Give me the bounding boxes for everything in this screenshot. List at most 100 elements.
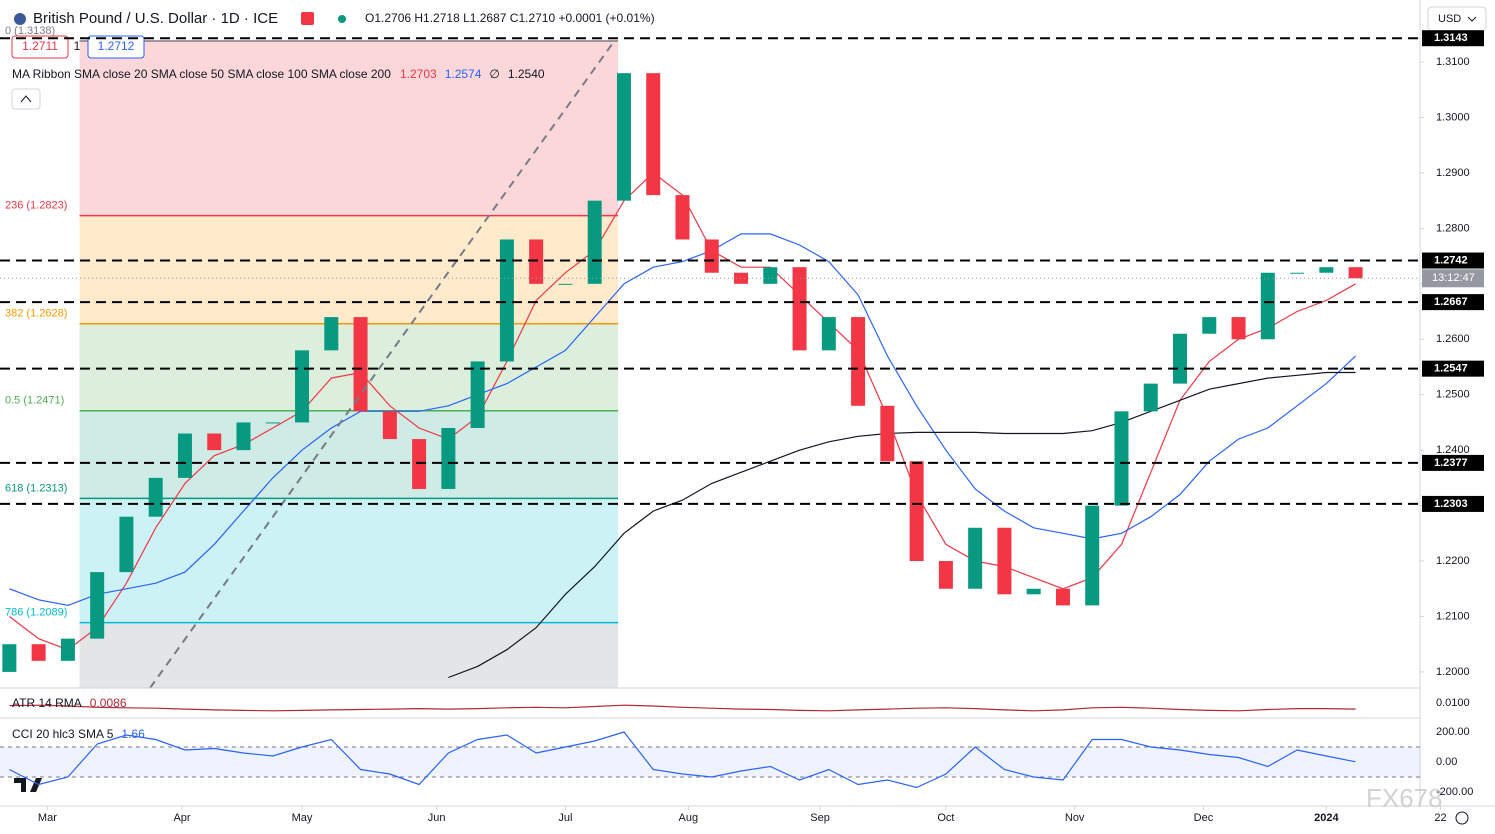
candle [1231,317,1246,340]
level-label: 1.2377 [1434,457,1468,469]
trend-line [149,39,616,689]
candle [909,461,924,562]
x-tick-label: Nov [1065,812,1085,824]
fib-zone [79,410,619,499]
candle [1055,588,1070,606]
atr-line [9,704,1356,712]
candle [616,73,631,201]
buy-box[interactable] [87,35,145,59]
cci-tick-label: 0.00 [1436,756,1457,768]
candle [148,477,163,517]
x-tick-label: Oct [937,812,954,824]
candle [1173,333,1188,384]
y-tick-label: 1.3100 [1436,56,1470,68]
y-tick-label: 1.2100 [1436,610,1470,622]
level-label: 1.3143 [1434,32,1468,44]
ohlc: O1.2706 H1.2718 L1.2687 C1.2710 +0.0001 … [365,11,655,25]
candle [646,73,661,196]
ma-value: 1.2540 [508,67,545,81]
candle [295,350,310,423]
level-label: 1.2547 [1434,363,1468,375]
y-tick-label: 1.2900 [1436,167,1470,179]
candle [675,195,690,240]
candle [441,427,456,489]
candle [880,405,895,462]
cci-tick-label: -200.00 [1436,786,1473,798]
ma-line [9,233,1357,607]
dropdown-icon [1467,16,1477,22]
x-tick-label: Jun [428,812,446,824]
x-tick-label: Jul [558,812,572,824]
x-tick-label: Aug [679,812,699,824]
cci-line [9,731,1356,789]
fib-zone [79,498,619,623]
level-tag [1422,495,1484,512]
candle [207,433,222,451]
x-tick-label: May [292,812,313,824]
tradingview-logo[interactable] [14,778,42,792]
collapse-button[interactable] [11,88,41,110]
atr-value: 0.0086 [90,696,127,710]
candle [1290,272,1305,274]
cci-band [0,747,1420,777]
candle [792,267,807,351]
candle [1085,505,1100,606]
atr-label: ATR 14 RMA [12,696,82,710]
candle [587,200,602,284]
candle [997,527,1012,595]
atr-tick-label: 0.0100 [1436,697,1470,709]
candle [763,267,778,284]
ma-value: 1.2703 [400,67,437,81]
ma-line [448,371,1356,679]
ma-line [9,172,1356,651]
candle [1319,267,1334,273]
fib-label: 0.5 (1.2471) [5,395,64,407]
candle [821,317,836,351]
settings-icon[interactable] [1455,811,1469,825]
x-tick-label: Dec [1194,812,1214,824]
candle [529,239,544,284]
candle [704,239,719,273]
symbol-title[interactable]: British Pound / U.S. Dollar · 1D · ICE [33,10,278,27]
candle [1143,383,1158,412]
fib-label: 382 (1.2628) [5,308,67,320]
candle [2,644,17,672]
candle [1026,588,1041,595]
currency: USD [1438,13,1461,25]
market-status [338,15,346,23]
level-label: 1.2303 [1434,498,1468,510]
sell-box[interactable] [11,35,69,59]
watermark: FX678 [1366,783,1443,813]
fib-zone [79,215,619,324]
candle [499,239,514,362]
fib-label: 618 (1.2313) [5,482,67,494]
countdown-tag [1422,269,1484,288]
fib-zone [79,622,619,688]
level-tag [1422,360,1484,377]
candle [382,411,397,440]
candle [177,433,192,478]
ma-value: 1.2574 [445,67,482,81]
countdown: 13:12:47 [1432,272,1475,284]
ma-ribbon-label: MA Ribbon SMA close 20 SMA close 50 SMA … [12,67,391,81]
candle [265,422,280,424]
fib-zone [79,40,619,216]
level-tag [1422,30,1484,47]
candle [1348,267,1363,279]
x-tick-label: 22 [1434,812,1446,824]
candle [968,527,983,589]
alert-icon[interactable] [301,12,314,25]
candle [1202,317,1217,334]
candle [324,317,339,351]
ma-value: ∅ [489,67,499,81]
candle [470,361,485,428]
candle [236,422,251,451]
y-tick-label: 1.2000 [1436,666,1470,678]
candle [1114,411,1129,506]
y-tick-label: 1.3000 [1436,111,1470,123]
level-tag [1422,454,1484,471]
candle [353,317,368,412]
x-tick-label: 2024 [1314,812,1339,824]
